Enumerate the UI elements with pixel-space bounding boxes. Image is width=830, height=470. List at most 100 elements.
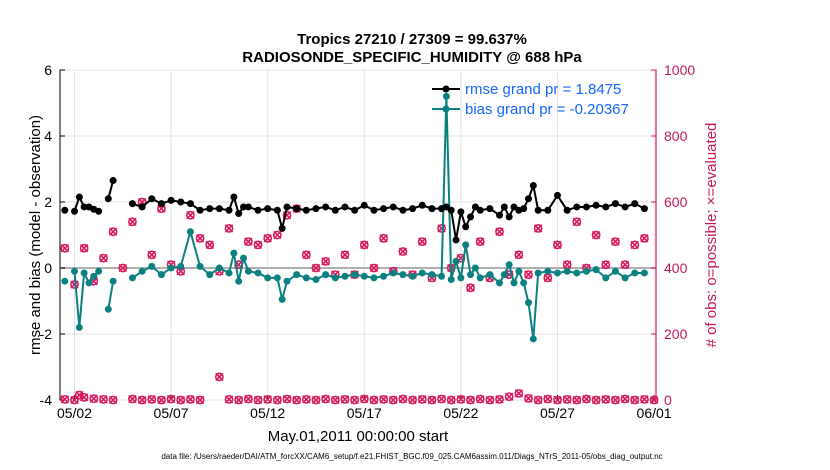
obs-possible-x-marker [514,250,523,259]
bias-point [553,269,561,277]
y-axis-left: -4 -2 0 2 4 6 [40,62,65,408]
chart-subtitle: RADIOSONDE_SPECIFIC_HUMIDITY @ 688 hPa [242,49,582,66]
obs-low-x-marker [186,395,195,404]
obs-possible-x-marker [562,260,572,269]
obs-low-x-marker [398,394,408,404]
rmse-point [196,206,204,214]
bias-point [244,267,252,275]
obs-possible-marker [205,240,215,250]
bias-point [471,264,479,272]
bias-point [128,274,136,282]
rmse-point [302,206,310,214]
obs-possible-marker [99,253,108,263]
bias-point [640,269,648,277]
obs-low-marker [292,395,302,405]
obs-low-marker [475,394,485,404]
obs-possible-marker [398,247,408,256]
obs-possible-marker [195,233,205,243]
legend-label-rmse: rmse grand pr = 1.8475 [465,81,621,98]
obs-possible-marker [572,217,582,227]
obs-possible-marker [224,223,234,233]
y-right-tick-label: 200 [664,326,688,342]
obs-possible-x-marker [321,257,330,266]
bias-point [534,269,542,277]
bias-point [302,274,310,282]
rmse-point [80,203,88,211]
bias-point [520,279,528,287]
obs-low-marker [321,394,331,404]
rmse-point [380,205,388,213]
obs-possible-marker [640,233,649,243]
rmse-point [240,203,248,211]
obs-possible-marker [611,237,620,246]
bias-point [95,267,103,275]
obs-low-x-marker [495,395,504,404]
y-tick-label: -4 [40,392,53,408]
rmse-point [157,200,165,208]
obs-possible-x-marker [591,230,601,240]
rmse-point [529,182,537,189]
obs-low-marker [456,394,466,404]
bias-point [360,272,368,280]
obs-low-marker [485,395,495,405]
legend-label-bias: bias grand pr = -0.20367 [465,101,629,118]
rmse-point [370,206,378,214]
obs-low-x-marker [456,395,466,404]
obs-low-marker [408,395,417,405]
obs-low-marker [640,394,649,404]
obs-possible-x-marker [157,204,166,213]
obs-low-x-marker [215,372,224,382]
obs-low-marker [446,395,456,405]
obs-low-x-marker [282,394,292,404]
obs-low-x-marker [176,395,185,405]
y-right-tick-label: 0 [664,392,672,408]
obs-low-marker [70,395,79,405]
obs-possible-marker [359,240,369,250]
rmse-point [496,211,504,219]
obs-low-marker [311,395,321,405]
bias-point [438,272,446,280]
obs-possible-x-marker [418,237,427,246]
obs-low-marker [272,395,282,405]
bias-point [621,274,629,282]
bias-point [341,272,349,280]
obs-low-x-marker [99,395,108,404]
bias-point [476,274,484,282]
bias-point [75,323,83,331]
y-right-tick-label: 800 [664,128,688,144]
bias-point [510,279,518,287]
bias-point [240,254,248,262]
obs-low-x-marker [137,395,147,405]
rmse-point [254,206,262,214]
bias-point [409,272,417,280]
y-right-tick-label: 1000 [664,62,695,78]
bias-point [529,335,537,343]
obs-low-x-marker [350,395,359,405]
obs-low-marker [224,394,234,404]
obs-possible-marker [272,230,282,240]
obs-low-marker [572,395,582,405]
obs-low-marker [186,394,195,404]
obs-low-x-marker [253,395,263,405]
rmse-point [631,200,639,208]
obs-low-x-marker [389,395,398,405]
rmse-point [215,205,223,213]
obs-possible-marker [282,210,292,220]
legend-marker-bias [442,105,450,113]
obs-low-marker [60,394,70,404]
bias-point [399,271,407,279]
x-tick-label: 05/27 [540,405,575,421]
obs-low-marker [417,394,427,404]
rmse-point [104,195,112,203]
bias-point [278,295,286,303]
bias-series [61,92,648,343]
rmse-point [457,208,465,216]
y-right-tick-label: 400 [664,260,688,276]
obs-possible-x-marker [533,224,543,233]
obs-low-x-marker [620,394,630,404]
obs-possible-x-marker [543,273,552,283]
bias-point [235,277,243,285]
bias-point [225,269,233,277]
obs-possible-marker [301,250,311,260]
